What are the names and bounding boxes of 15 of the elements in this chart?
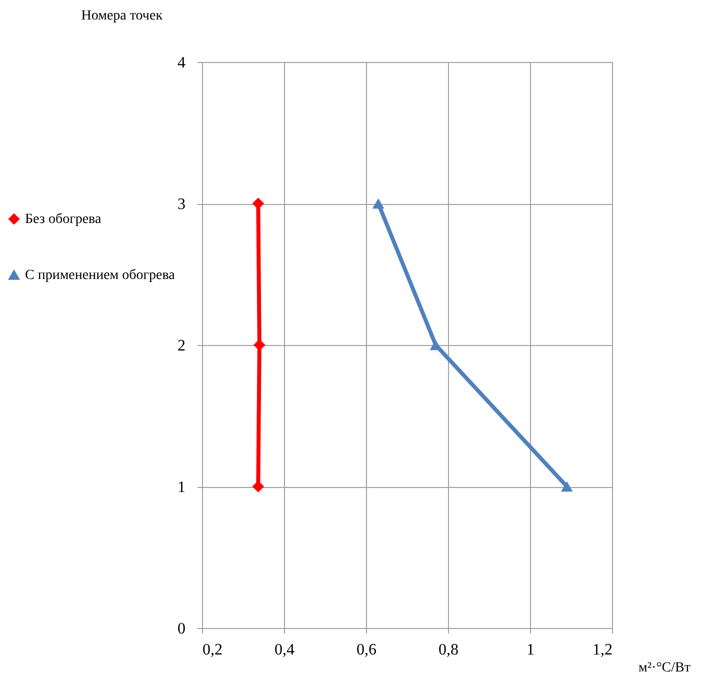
x-axis-title: м²·°С/Вт (638, 660, 690, 675)
x-tick-label: 0,8 (438, 642, 458, 658)
legend-label: Без обогрева (25, 212, 102, 227)
y-tick-label: 3 (178, 196, 186, 213)
y-tick-label: 4 (178, 54, 186, 72)
y-axis-title: Номера точек (81, 8, 163, 24)
y-tick-label: 0 (178, 620, 186, 638)
legend-label: С применением обогрева (25, 268, 176, 283)
x-tick-label: 0,4 (274, 642, 294, 658)
x-tick-label: 1,2 (592, 642, 612, 658)
x-tick-label: 1 (526, 642, 534, 658)
y-tick-label: 2 (178, 338, 186, 354)
x-tick-label: 0,2 (202, 642, 222, 658)
x-tick-label: 0,6 (356, 642, 376, 658)
y-tick-label: 1 (178, 479, 186, 496)
